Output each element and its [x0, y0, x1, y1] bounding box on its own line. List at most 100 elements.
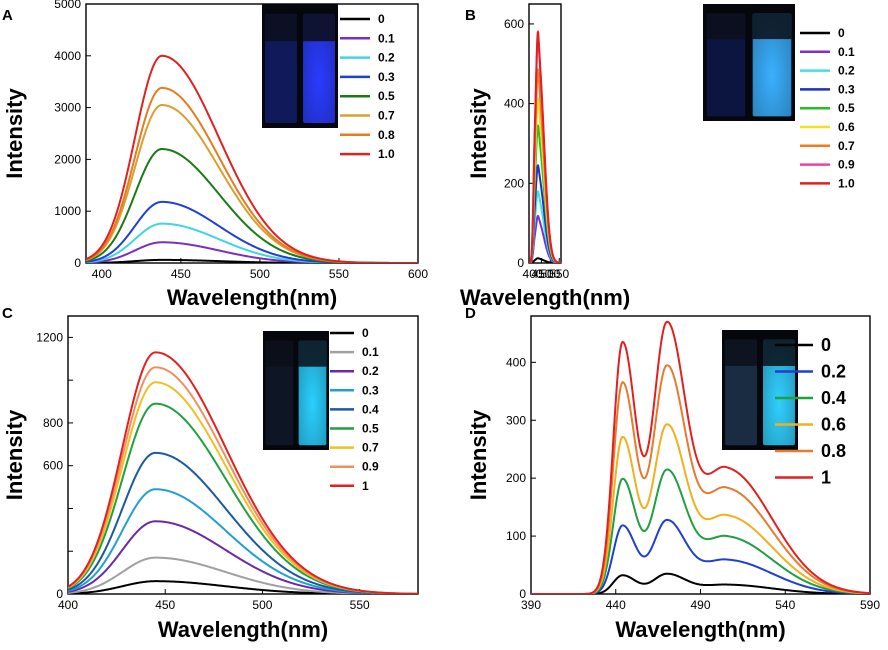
legend-label: 0.1	[838, 45, 855, 59]
series-line-1	[68, 351, 418, 594]
x-tick-label: 400	[523, 267, 543, 281]
series-line-1.0	[86, 54, 418, 263]
x-tick-label: 490	[690, 598, 710, 612]
y-tick-label: 1000	[54, 204, 81, 218]
x-axis-label: Wavelength(nm)	[158, 617, 328, 642]
legend: 0 0.1 0.2 0.3 0.4 0.5 0.7 0.9 1	[330, 326, 379, 493]
y-tick-label: 800	[43, 416, 63, 430]
inset-photo	[703, 4, 795, 121]
series-lines	[86, 54, 418, 263]
legend-label: 0.2	[362, 364, 379, 378]
y-tick-label: 2000	[54, 152, 81, 166]
cuvette-left-cap	[725, 339, 757, 366]
y-tick-label: 100	[506, 529, 526, 543]
y-tick-label: 3000	[54, 101, 81, 115]
legend-label: 0.6	[838, 120, 855, 134]
legend-label: 0.9	[838, 158, 855, 172]
y-tick-label: 4000	[54, 49, 81, 63]
x-tick-label: 540	[775, 598, 795, 612]
legend-label: 0.3	[362, 383, 379, 397]
x-tick-label: 500	[250, 267, 270, 281]
legend-label: 0	[821, 335, 831, 355]
y-axis-label: Intensity	[2, 409, 27, 500]
series-lines	[531, 320, 870, 594]
legend-label: 0.2	[838, 64, 855, 78]
legend-label: 0.5	[378, 89, 395, 103]
x-tick-label: 600	[408, 267, 428, 281]
x-tick-label: 550	[549, 267, 569, 281]
plots: 400 450 500 550 600010002000300040005000Wave…	[2, 0, 880, 642]
legend-label: 0.6	[821, 415, 846, 435]
series-line-1	[531, 320, 870, 594]
legend-label: 0.3	[378, 70, 395, 84]
legend-label: 1.0	[378, 147, 395, 161]
cuvette-left-cap	[706, 13, 746, 40]
y-tick-label: 200	[504, 176, 524, 190]
x-tick-label: 550	[350, 598, 370, 612]
y-axis-label: Intensity	[2, 88, 27, 179]
legend-label: 0.3	[838, 82, 855, 96]
inset-photo	[722, 330, 798, 450]
legend-label: 1	[362, 479, 369, 493]
x-tick-label: 500	[252, 598, 272, 612]
x-axis-label: Wavelength(nm)	[167, 285, 337, 310]
y-tick-label: 600	[43, 459, 63, 473]
series-lines	[529, 30, 561, 263]
cuvette-left-cap	[265, 13, 297, 42]
cuvette-right-cap	[303, 13, 335, 42]
cuvette-right-cap	[752, 13, 792, 40]
x-axis-label: Wavelength(nm)	[460, 285, 630, 310]
series-line-0.8	[86, 86, 418, 263]
legend-label: 0	[378, 12, 385, 26]
cuvette-right-cap	[298, 340, 327, 367]
legend: 0 0.1 0.2 0.3 0.5 0.6 0.7 0.9 1.0	[800, 26, 855, 190]
legend-label: 0.1	[378, 31, 395, 45]
legend-label: 0.7	[838, 139, 855, 153]
panel-a: 400 450 500 550 600 0 1000 2000 3000 4000 5000 Wave…	[2, 0, 428, 310]
y-tick-label: 0	[519, 587, 526, 601]
legend-label: 1.0	[838, 176, 855, 190]
x-tick-label: 390	[521, 598, 541, 612]
panel-label-d: D	[465, 305, 476, 322]
legend-label: 0.4	[821, 388, 846, 408]
legend-label: 0.7	[378, 109, 395, 123]
legend-label: 0.5	[838, 101, 855, 115]
y-tick-label: 0	[517, 256, 524, 270]
plot-frame	[67, 315, 419, 595]
x-tick-label: 440	[606, 598, 626, 612]
y-tick-label: 200	[506, 471, 526, 485]
series-line-0.2	[531, 518, 870, 594]
cuvette-right-cap	[763, 339, 795, 366]
y-tick-label: 0	[74, 256, 81, 270]
series-line-1.0	[529, 30, 561, 263]
inset-photo	[263, 331, 329, 450]
legend-label: 0.9	[362, 460, 379, 474]
panel-label-c: C	[2, 305, 13, 322]
legend-label: 0	[362, 326, 369, 340]
cuvette-left-cap	[265, 340, 294, 367]
legend-label: 0.4	[362, 402, 379, 416]
legend: 0 0.1 0.2 0.3 0.5 0.7 0.8 1.0	[340, 12, 395, 161]
y-axis-label: Intensity	[466, 88, 491, 179]
panel-label-b: B	[465, 7, 476, 24]
legend-label: 0.7	[362, 441, 379, 455]
y-tick-label: 5000	[54, 0, 81, 11]
x-tick-label: 450	[531, 267, 551, 281]
x-axis-label: Wavelength(nm)	[615, 617, 785, 642]
panel-c: 400 450 500 550 0 600 800 1200 Wavelength(nm) Int…	[2, 315, 419, 642]
legend-label: 0.5	[362, 422, 379, 436]
legend-label: 0	[838, 26, 845, 40]
x-tick-label: 590	[860, 598, 880, 612]
x-tick-label: 450	[171, 267, 191, 281]
inset-photo	[262, 4, 338, 128]
y-tick-label: 1200	[36, 330, 63, 344]
plot-frame	[528, 3, 562, 264]
plot-frame	[530, 315, 871, 595]
x-tick-label: 500	[540, 267, 560, 281]
series-line-0.3	[86, 200, 418, 263]
x-tick-label: 400	[92, 267, 112, 281]
x-tick-label: 450	[155, 598, 175, 612]
y-tick-label: 400	[504, 97, 524, 111]
panel-d: 390 440 490 540 590 0 100 200 300 400 Wavelength(n…	[466, 315, 880, 642]
